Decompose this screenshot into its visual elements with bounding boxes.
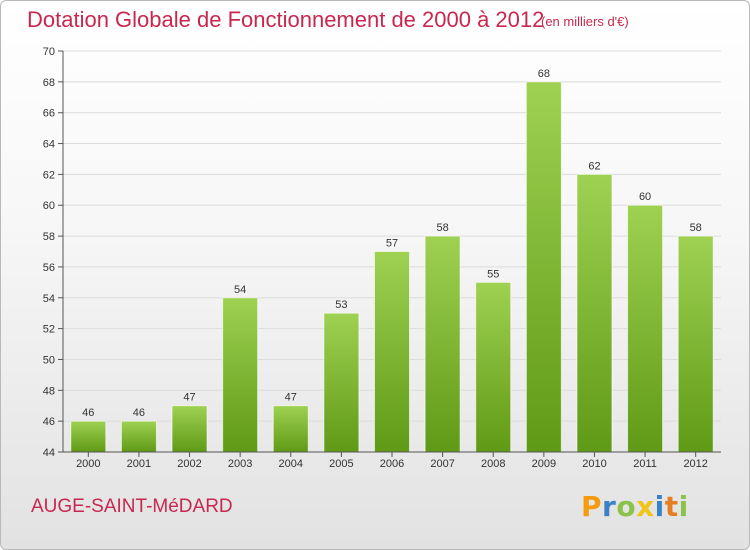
- y-tick-label: 58: [43, 231, 55, 243]
- y-tick-label: 44: [43, 447, 55, 459]
- data-label: 47: [285, 392, 297, 404]
- logo-letter: i: [678, 490, 689, 523]
- x-tick-label: 2010: [582, 458, 606, 470]
- data-label: 58: [436, 222, 448, 234]
- x-tick-label: 2002: [177, 458, 201, 470]
- x-tick-label: 2001: [127, 458, 151, 470]
- y-tick-label: 50: [43, 354, 55, 366]
- x-tick-label: 2004: [279, 458, 303, 470]
- logo-letter: P: [581, 490, 603, 523]
- bars: 46 46 47 54 47 53 57 58 55 68 62 60 58: [70, 68, 714, 453]
- y-tick-label: 56: [43, 262, 55, 274]
- bar: [272, 405, 309, 453]
- y-tick-label: 68: [43, 77, 55, 89]
- proxiti-logo[interactable]: Proxiti: [581, 490, 689, 523]
- x-tick-label: 2009: [532, 458, 556, 470]
- bar: [70, 420, 107, 453]
- data-label: 68: [538, 68, 550, 80]
- logo-letter: x: [636, 490, 655, 523]
- commune-name: AUGE-SAINT-MéDARD: [31, 496, 233, 517]
- y-tick-label: 48: [43, 385, 55, 397]
- data-label: 60: [639, 191, 651, 203]
- y-tick-label: 60: [43, 200, 55, 212]
- x-tick-label: 2003: [228, 458, 252, 470]
- data-label: 58: [690, 222, 702, 234]
- chart-title: Dotation Globale de Fonctionnement de 20…: [27, 7, 545, 32]
- data-label: 62: [588, 160, 600, 172]
- bar: [222, 297, 259, 453]
- data-label: 46: [82, 407, 94, 419]
- bar: [627, 204, 664, 453]
- x-tick-label: 2008: [481, 458, 505, 470]
- data-label: 54: [234, 284, 246, 296]
- bar: [576, 173, 613, 453]
- logo-letter: i: [654, 490, 665, 523]
- y-tick-label: 70: [43, 46, 55, 58]
- unit-note: (en milliers d'€): [541, 14, 629, 29]
- x-tick-label: 2005: [329, 458, 353, 470]
- bar: [525, 81, 562, 453]
- data-label: 53: [335, 299, 347, 311]
- y-tick-label: 52: [43, 324, 55, 336]
- y-axis: 44 46 48 50 52 54 56 58 60 62 64 66 68 70: [43, 46, 64, 459]
- logo-letter: r: [602, 490, 617, 523]
- bar: [424, 235, 461, 453]
- x-tick-label: 2006: [380, 458, 404, 470]
- y-tick-label: 66: [43, 108, 55, 120]
- bar: [374, 251, 410, 453]
- x-tick-label: 2000: [76, 458, 100, 470]
- data-label: 55: [487, 268, 499, 280]
- x-tick-label: 2011: [633, 458, 657, 470]
- bar: [171, 405, 208, 453]
- bar: [677, 235, 714, 453]
- bar: [120, 420, 157, 453]
- logo-letter: t: [664, 490, 679, 523]
- y-tick-label: 62: [43, 169, 55, 181]
- x-axis: 2000 2001 2002 2003 2004 2005 2006 2007 2008 2009…: [63, 451, 721, 470]
- y-tick-label: 54: [43, 293, 55, 305]
- y-tick-label: 64: [43, 139, 55, 151]
- data-label: 47: [183, 392, 195, 404]
- x-tick-label: 2012: [683, 458, 707, 470]
- logo-letter: o: [616, 490, 637, 523]
- bar: [323, 312, 360, 453]
- data-label: 46: [133, 407, 145, 419]
- bar: [475, 281, 512, 453]
- x-tick-label: 2007: [430, 458, 454, 470]
- y-tick-label: 46: [43, 416, 55, 428]
- data-label: 57: [386, 238, 398, 250]
